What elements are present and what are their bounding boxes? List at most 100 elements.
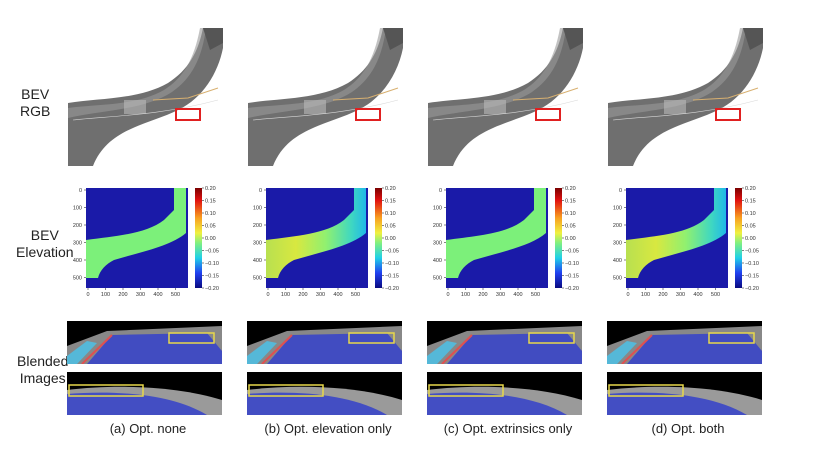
blended-image-top — [247, 321, 402, 364]
x-tick-label: 300 — [136, 292, 145, 298]
colorbar-tick-label: 0.00 — [385, 236, 396, 242]
colorbar-tick-label: 0.10 — [385, 211, 396, 217]
colorbar-tick-label: 0.05 — [565, 224, 576, 230]
elevation-road — [86, 188, 186, 278]
x-tick-label: 400 — [333, 292, 342, 298]
highlight-box — [355, 108, 381, 121]
colorbar-tick-label: −0.20 — [745, 286, 759, 292]
x-tick-label: 400 — [513, 292, 522, 298]
x-tick-label: 0 — [626, 292, 629, 298]
colorbar-tick-label: 0.15 — [745, 199, 756, 205]
blended-image-bottom — [67, 372, 222, 415]
x-tick-label: 200 — [478, 292, 487, 298]
colorbar-tick-label: −0.15 — [205, 274, 219, 280]
x-tick-label: 300 — [496, 292, 505, 298]
highlight-box — [708, 332, 755, 344]
y-tick-label: 400 — [433, 258, 442, 264]
bev-elevation-plot: 0 100 200 300 400 500 0 100 200 300 400 500 0.20 0.15… — [253, 186, 399, 298]
bev-elevation-plot: 0 100 200 300 400 500 0 100 200 300 400 500 0.20 0.15… — [613, 186, 759, 298]
colorbar-tick-label: −0.20 — [385, 286, 399, 292]
row-label-line: Elevation — [16, 244, 74, 260]
x-tick-label: 400 — [153, 292, 162, 298]
highlight-box — [68, 384, 144, 397]
colorbar-tick-label: 0.10 — [745, 211, 756, 217]
colorbar-tick-label: 0.00 — [205, 236, 216, 242]
colorbar-tick-label: 0.20 — [205, 186, 216, 192]
y-tick-label: 0 — [79, 188, 82, 194]
y-tick-label: 400 — [253, 258, 262, 264]
row-label-blended: Blended Images — [17, 353, 68, 387]
figure-column-1: 0 100 200 300 400 500 0 100 200 300 400 500 0.20 0.15… — [58, 0, 248, 450]
colorbar-tick-label: 0.15 — [565, 199, 576, 205]
blended-image-top — [67, 321, 222, 364]
y-tick-label: 300 — [613, 241, 622, 247]
colorbar-tick-label: 0.15 — [385, 199, 396, 205]
y-tick-label: 200 — [613, 223, 622, 229]
x-tick-label: 100 — [461, 292, 470, 298]
blended-image-top — [607, 321, 762, 364]
elevation-road — [626, 188, 726, 278]
x-tick-label: 200 — [298, 292, 307, 298]
y-tick-label: 300 — [433, 241, 442, 247]
x-tick-label: 100 — [281, 292, 290, 298]
bev-rgb-image — [68, 28, 223, 166]
highlight-box — [528, 332, 575, 344]
colorbar — [195, 188, 202, 288]
y-tick-label: 100 — [253, 206, 262, 212]
x-tick-label: 100 — [641, 292, 650, 298]
colorbar-tick-label: −0.10 — [205, 261, 219, 267]
blended-image-top — [427, 321, 582, 364]
colorbar — [375, 188, 382, 288]
figure-column-3: 0 100 200 300 400 500 0 100 200 300 400 500 0.20 0.15… — [418, 0, 608, 450]
colorbar-tick-label: −0.05 — [745, 249, 759, 255]
colorbar — [735, 188, 742, 288]
x-tick-label: 300 — [676, 292, 685, 298]
blended-image-bottom — [607, 372, 762, 415]
highlight-box — [248, 384, 324, 397]
colorbar-tick-label: 0.05 — [385, 224, 396, 230]
colorbar-tick-label: −0.15 — [385, 274, 399, 280]
x-tick-label: 300 — [316, 292, 325, 298]
bev-elevation-plot: 0 100 200 300 400 500 0 100 200 300 400 500 0.20 0.15… — [433, 186, 579, 298]
elevation-road — [266, 188, 366, 278]
colorbar-tick-label: 0.20 — [565, 186, 576, 192]
x-tick-label: 500 — [531, 292, 540, 298]
x-tick-label: 400 — [693, 292, 702, 298]
x-tick-label: 0 — [266, 292, 269, 298]
colorbar-tick-label: −0.10 — [385, 261, 399, 267]
colorbar-tick-label: −0.15 — [565, 274, 579, 280]
colorbar-tick-label: 0.00 — [565, 236, 576, 242]
highlight-box — [348, 332, 395, 344]
row-label-bev-rgb: BEV RGB — [20, 86, 50, 120]
y-tick-label: 0 — [259, 188, 262, 194]
highlight-box — [175, 108, 201, 121]
highlight-box — [428, 384, 504, 397]
row-label-line: Images — [19, 370, 66, 386]
y-tick-label: 100 — [433, 206, 442, 212]
bev-elevation-plot: 0 100 200 300 400 500 0 100 200 300 400 500 0.20 0.15… — [73, 186, 219, 298]
colorbar-tick-label: 0.10 — [205, 211, 216, 217]
colorbar-tick-label: −0.20 — [565, 286, 579, 292]
y-tick-label: 400 — [73, 258, 82, 264]
colorbar-tick-label: −0.05 — [565, 249, 579, 255]
colorbar-tick-label: −0.10 — [565, 261, 579, 267]
colorbar-tick-label: 0.15 — [205, 199, 216, 205]
x-tick-label: 0 — [446, 292, 449, 298]
highlight-box — [608, 384, 684, 397]
y-tick-label: 500 — [253, 276, 262, 282]
y-tick-label: 100 — [613, 206, 622, 212]
column-caption: (d) Opt. both — [651, 421, 725, 436]
x-tick-label: 200 — [658, 292, 667, 298]
blended-image-bottom — [247, 372, 402, 415]
column-caption: (a) Opt. none — [109, 421, 187, 436]
x-tick-label: 500 — [171, 292, 180, 298]
colorbar-tick-label: −0.10 — [745, 261, 759, 267]
highlight-box — [715, 108, 741, 121]
x-tick-label: 0 — [86, 292, 89, 298]
colorbar-tick-label: 0.05 — [205, 224, 216, 230]
bev-rgb-image — [428, 28, 583, 166]
figure-column-4: 0 100 200 300 400 500 0 100 200 300 400 500 0.20 0.15… — [598, 0, 788, 450]
blended-image-bottom — [427, 372, 582, 415]
colorbar-tick-label: −0.20 — [205, 286, 219, 292]
colorbar-tick-label: 0.20 — [385, 186, 396, 192]
